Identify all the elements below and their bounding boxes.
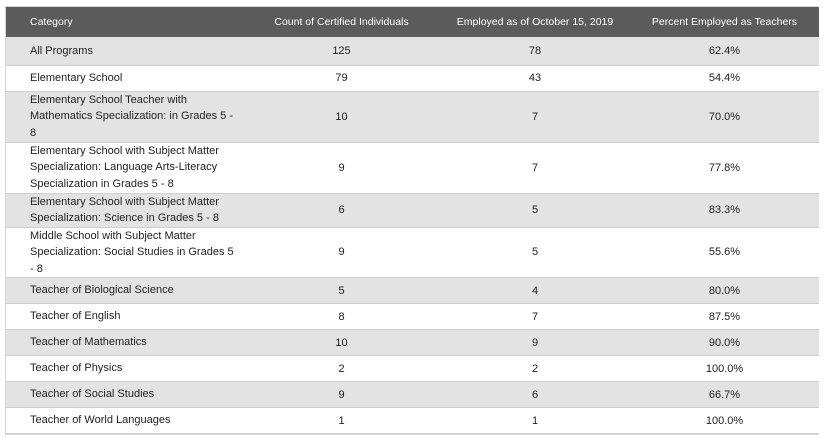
cell-employed: 9 [440, 329, 630, 356]
certification-employment-table-container: Category Count of Certified Individuals … [5, 6, 819, 435]
cell-count: 8 [243, 303, 440, 330]
column-header-employed: Employed as of October 15, 2019 [440, 7, 630, 37]
cell-percent: 54.4% [630, 65, 819, 92]
cell-category: Teacher of Physics [6, 355, 243, 382]
certification-employment-table: Category Count of Certified Individuals … [6, 7, 819, 434]
table-row: Elementary School 79 43 54.4% [6, 65, 819, 92]
cell-employed: 7 [440, 142, 630, 194]
table-row: Middle School with Subject Matter Specia… [6, 227, 819, 278]
cell-count: 9 [243, 142, 440, 194]
cell-employed: 5 [440, 227, 630, 278]
cell-percent: 62.4% [630, 37, 819, 66]
cell-category: Teacher of Biological Science [6, 277, 243, 304]
cell-category: Elementary School with Subject Matter Sp… [6, 142, 243, 194]
header-row: Category Count of Certified Individuals … [6, 7, 819, 37]
cell-count: 6 [243, 193, 440, 228]
cell-employed: 7 [440, 91, 630, 143]
cell-category: Elementary School [6, 65, 243, 92]
cell-count: 79 [243, 65, 440, 92]
table-body: All Programs 125 78 62.4% Elementary Sch… [6, 37, 819, 434]
cell-category: Teacher of English [6, 303, 243, 330]
table-row: Elementary School with Subject Matter Sp… [6, 142, 819, 194]
cell-percent: 66.7% [630, 381, 819, 408]
column-header-percent: Percent Employed as Teachers [630, 7, 819, 37]
cell-employed: 43 [440, 65, 630, 92]
cell-percent: 100.0% [630, 355, 819, 382]
cell-employed: 5 [440, 193, 630, 228]
cell-employed: 4 [440, 277, 630, 304]
cell-employed: 1 [440, 407, 630, 434]
cell-count: 10 [243, 91, 440, 143]
cell-count: 9 [243, 381, 440, 408]
table-row: All Programs 125 78 62.4% [6, 37, 819, 66]
cell-percent: 77.8% [630, 142, 819, 194]
table-row: Teacher of Mathematics 10 9 90.0% [6, 329, 819, 356]
cell-category: Teacher of Social Studies [6, 381, 243, 408]
cell-category: All Programs [6, 37, 243, 66]
cell-count: 125 [243, 37, 440, 66]
cell-percent: 90.0% [630, 329, 819, 356]
cell-percent: 55.6% [630, 227, 819, 278]
cell-category: Elementary School Teacher with Mathemati… [6, 91, 243, 143]
cell-employed: 78 [440, 37, 630, 66]
cell-count: 9 [243, 227, 440, 278]
cell-employed: 2 [440, 355, 630, 382]
table-row: Teacher of English 8 7 87.5% [6, 303, 819, 330]
cell-category: Middle School with Subject Matter Specia… [6, 227, 243, 278]
cell-category: Teacher of World Languages [6, 407, 243, 434]
column-header-category: Category [6, 7, 243, 37]
table-row: Teacher of Social Studies 9 6 66.7% [6, 381, 819, 408]
cell-count: 1 [243, 407, 440, 434]
cell-count: 10 [243, 329, 440, 356]
table-row: Teacher of Biological Science 5 4 80.0% [6, 277, 819, 304]
column-header-count: Count of Certified Individuals [243, 7, 440, 37]
cell-percent: 80.0% [630, 277, 819, 304]
cell-percent: 83.3% [630, 193, 819, 228]
cell-count: 5 [243, 277, 440, 304]
cell-percent: 87.5% [630, 303, 819, 330]
cell-percent: 70.0% [630, 91, 819, 143]
table-row: Teacher of World Languages 1 1 100.0% [6, 407, 819, 434]
cell-percent: 100.0% [630, 407, 819, 434]
table-header: Category Count of Certified Individuals … [6, 7, 819, 37]
cell-employed: 6 [440, 381, 630, 408]
cell-employed: 7 [440, 303, 630, 330]
cell-category: Teacher of Mathematics [6, 329, 243, 356]
cell-category: Elementary School with Subject Matter Sp… [6, 193, 243, 228]
table-row: Teacher of Physics 2 2 100.0% [6, 355, 819, 382]
table-row: Elementary School with Subject Matter Sp… [6, 193, 819, 228]
table-row: Elementary School Teacher with Mathemati… [6, 91, 819, 143]
cell-count: 2 [243, 355, 440, 382]
